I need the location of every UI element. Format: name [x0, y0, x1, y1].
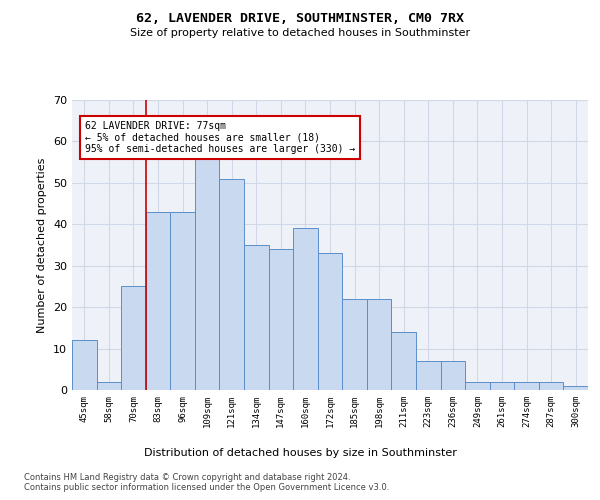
Bar — [539, 382, 563, 390]
Bar — [514, 382, 539, 390]
Bar — [563, 386, 588, 390]
Bar — [244, 245, 269, 390]
Text: Contains HM Land Registry data © Crown copyright and database right 2024.: Contains HM Land Registry data © Crown c… — [24, 472, 350, 482]
Bar — [318, 254, 342, 390]
Bar — [342, 299, 367, 390]
Bar — [416, 361, 440, 390]
Bar — [293, 228, 318, 390]
Bar — [367, 299, 391, 390]
Bar — [170, 212, 195, 390]
Bar — [195, 150, 220, 390]
Y-axis label: Number of detached properties: Number of detached properties — [37, 158, 47, 332]
Bar — [391, 332, 416, 390]
Text: Distribution of detached houses by size in Southminster: Distribution of detached houses by size … — [143, 448, 457, 458]
Text: Contains public sector information licensed under the Open Government Licence v3: Contains public sector information licen… — [24, 482, 389, 492]
Bar — [465, 382, 490, 390]
Bar — [490, 382, 514, 390]
Bar — [220, 178, 244, 390]
Bar — [146, 212, 170, 390]
Bar — [121, 286, 146, 390]
Text: 62, LAVENDER DRIVE, SOUTHMINSTER, CM0 7RX: 62, LAVENDER DRIVE, SOUTHMINSTER, CM0 7R… — [136, 12, 464, 26]
Bar — [269, 249, 293, 390]
Bar — [97, 382, 121, 390]
Text: Size of property relative to detached houses in Southminster: Size of property relative to detached ho… — [130, 28, 470, 38]
Text: 62 LAVENDER DRIVE: 77sqm
← 5% of detached houses are smaller (18)
95% of semi-de: 62 LAVENDER DRIVE: 77sqm ← 5% of detache… — [85, 120, 355, 154]
Bar — [72, 340, 97, 390]
Bar — [440, 361, 465, 390]
